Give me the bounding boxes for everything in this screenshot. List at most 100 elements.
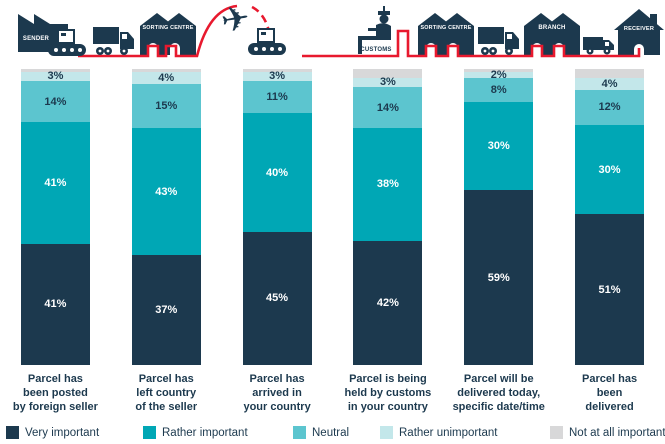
- station-label-receiver: RECEIVER: [624, 26, 654, 32]
- category-label: Parcel has arrived in your country: [243, 373, 311, 413]
- segment-value-label: 14%: [44, 95, 67, 108]
- segment-value-label: 4%: [601, 77, 618, 90]
- segment-value-label: 37%: [155, 304, 178, 317]
- truck-icon: [93, 27, 134, 55]
- bar-segment: 30%: [575, 125, 645, 215]
- segment-value-label: 59%: [487, 271, 510, 284]
- segment-value-label: 3%: [269, 70, 286, 83]
- bar-segment: [575, 69, 645, 78]
- segment-value-label: 3%: [379, 76, 396, 89]
- bar-segment: 41%: [20, 243, 90, 365]
- segment-value-label: 41%: [44, 298, 67, 311]
- bar-column: 2% 8% 30% 59% Parcel will be delivered today…: [443, 69, 554, 414]
- stacked-bar: 4% 15% 43% 37%: [131, 69, 201, 365]
- truck-icon: [478, 27, 519, 55]
- bar-segment: [464, 69, 534, 72]
- route-path: [78, 4, 238, 58]
- station-label-sorting-centre-2: SORTING CENTRE: [420, 25, 471, 31]
- bar-column: 4% 12% 30% 51% Parcel has been delivered: [554, 69, 665, 414]
- bar-segment: 11%: [242, 80, 312, 114]
- segment-value-label: 45%: [266, 292, 289, 305]
- bar-segment: 41%: [20, 122, 90, 244]
- station-label-branch: BRANCH: [538, 25, 565, 31]
- stacked-bar: 4% 12% 30% 51%: [575, 69, 645, 365]
- station-label-sender: SENDER: [23, 36, 50, 42]
- bar-segment: 43%: [131, 128, 201, 256]
- bars-row: 3% 14% 41% 41% Parcel has been posted by for…: [0, 69, 665, 414]
- legend-item-neutral: Neutral: [293, 426, 349, 439]
- bar-segment: 42%: [353, 240, 423, 365]
- stacked-bar: 3% 14% 41% 41%: [20, 69, 90, 365]
- bar-segment: 51%: [575, 214, 645, 365]
- bar-segment: [20, 69, 90, 72]
- van-icon: [583, 37, 614, 55]
- bar-segment: [242, 69, 312, 72]
- factory-icon: [18, 14, 68, 52]
- segment-value-label: 30%: [487, 139, 510, 152]
- stacked-bar: 3% 11% 40% 45%: [242, 69, 312, 365]
- legend-label: Not at all important: [569, 426, 665, 439]
- legend-swatch-neutral: [293, 426, 306, 439]
- segment-value-label: 12%: [598, 101, 621, 114]
- segment-value-label: 8%: [490, 83, 507, 96]
- airplane-icon: ✈: [218, 0, 253, 42]
- legend-item-not-at-all-important: Not at all important: [550, 426, 665, 439]
- legend-label: Very important: [25, 426, 100, 439]
- station-label-customs: CUSTOMS: [360, 47, 391, 53]
- stacked-bar: 2% 8% 30% 59%: [464, 68, 534, 365]
- legend-swatch-very-important: [6, 426, 19, 439]
- legend-swatch-rather-unimportant: [380, 426, 393, 439]
- conveyor-icon: [247, 28, 287, 56]
- category-label: Parcel will be delivered today, specific…: [452, 373, 545, 413]
- stacked-bar: 3% 14% 38% 42%: [353, 69, 423, 365]
- segment-value-label: 30%: [598, 163, 621, 176]
- segment-value-label: 3%: [47, 70, 64, 83]
- legend-label: Rather important: [162, 426, 248, 439]
- bar-segment: 38%: [353, 128, 423, 241]
- segment-value-label: 2%: [490, 68, 507, 81]
- category-label: Parcel has been delivered: [582, 373, 638, 413]
- stacked-bar-chart: 3% 14% 41% 41% Parcel has been posted by for…: [0, 69, 665, 414]
- bar-column: 4% 15% 43% 37% Parcel has left country of th…: [111, 69, 222, 414]
- route-path: [302, 29, 641, 58]
- segment-value-label: 51%: [598, 283, 621, 296]
- bar-segment: 30%: [464, 101, 534, 191]
- bar-segment: [131, 69, 201, 72]
- bar-segment: 4%: [131, 71, 201, 84]
- category-label: Parcel is being held by customs in your …: [344, 373, 432, 413]
- bar-segment: 4%: [575, 77, 645, 90]
- legend-item-rather-unimportant: Rather unimportant: [380, 426, 497, 439]
- bar-segment: 3%: [242, 70, 312, 83]
- legend-item-rather-important: Rather important: [143, 426, 248, 439]
- category-label: Parcel has been posted by foreign seller: [12, 373, 98, 413]
- legend-swatch-not-at-all-important: [550, 426, 563, 439]
- bar-segment: 14%: [20, 80, 90, 123]
- legend-swatch-rather-important: [143, 426, 156, 439]
- bar-segment: 3%: [20, 70, 90, 83]
- station-label-sorting-centre-1: SORTING CENTRE: [142, 25, 193, 31]
- bar-segment: 12%: [575, 89, 645, 126]
- bar-segment: 40%: [242, 113, 312, 232]
- chart-legend: Very important Rather important Neutral …: [0, 426, 665, 442]
- segment-value-label: 38%: [376, 178, 399, 191]
- bar-segment: 15%: [131, 83, 201, 129]
- legend-label: Neutral: [312, 426, 350, 439]
- segment-value-label: 4%: [158, 71, 175, 84]
- bar-segment: 14%: [353, 86, 423, 129]
- segment-value-label: 41%: [44, 176, 67, 189]
- segment-value-label: 14%: [376, 101, 399, 114]
- bar-segment: 37%: [131, 255, 201, 365]
- bar-column: 3% 11% 40% 45% Parcel has arrived in your co…: [222, 69, 333, 414]
- bar-segment: 45%: [242, 231, 312, 365]
- legend-label: Rather unimportant: [399, 426, 498, 439]
- bar-segment: [353, 69, 423, 78]
- segment-value-label: 43%: [155, 185, 178, 198]
- parcel-journey-illustration: ✈ SENDER SORTING CENTRE CUSTOMS SORTING …: [18, 0, 664, 58]
- bar-column: 3% 14% 38% 42% Parcel is being held by custo…: [332, 69, 443, 414]
- segment-value-label: 11%: [266, 91, 288, 104]
- house-icon: [614, 9, 664, 55]
- bar-segment: 3%: [353, 76, 423, 89]
- bar-column: 3% 14% 41% 41% Parcel has been posted by for…: [0, 69, 111, 414]
- route-path-arc-dashed: [251, 5, 272, 40]
- segment-value-label: 42%: [376, 296, 399, 309]
